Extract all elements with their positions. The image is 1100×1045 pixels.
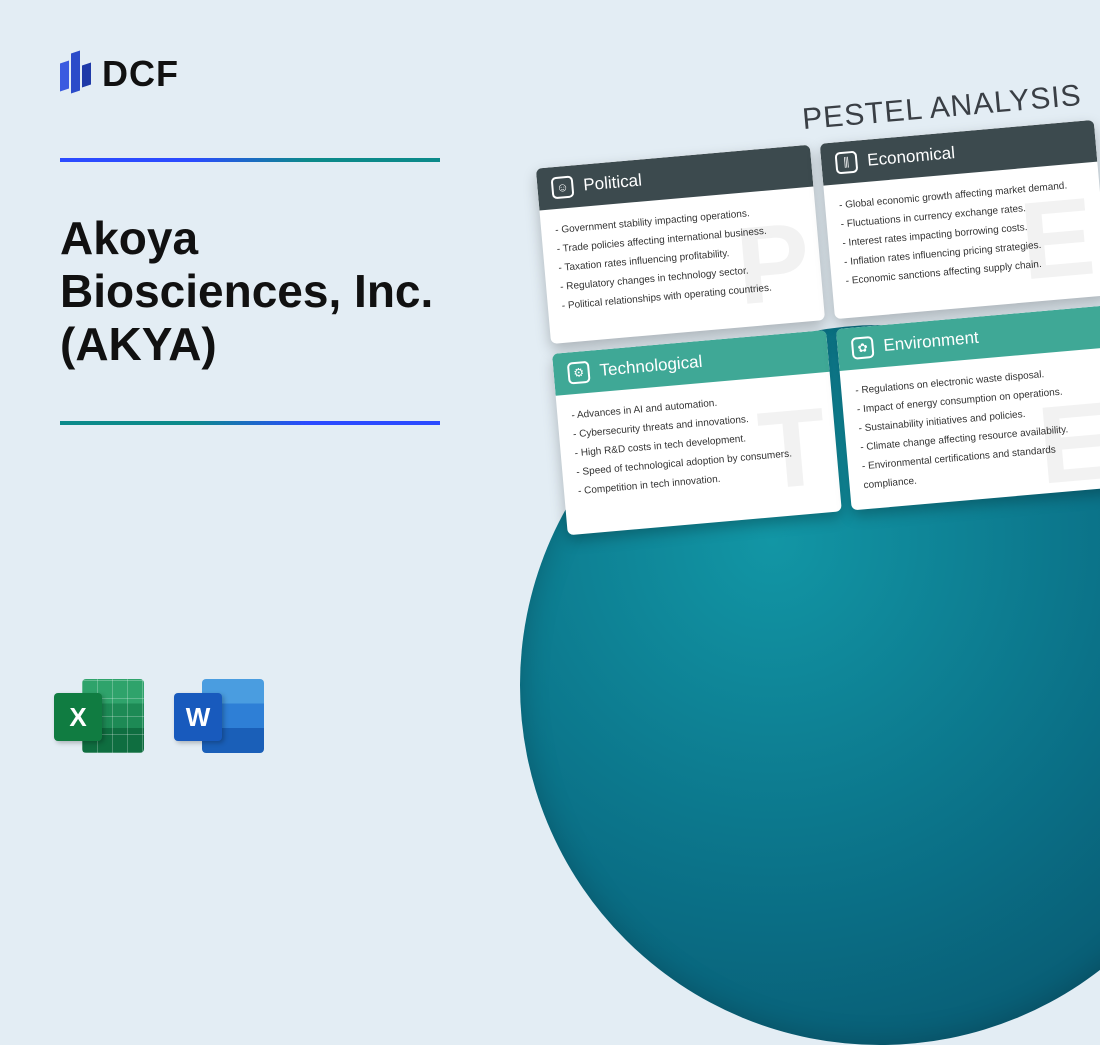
pestel-card-political: ☺ PoliticalP- Government stability impact… (536, 145, 825, 344)
card-title: Economical (866, 143, 955, 171)
excel-letter: X (54, 693, 102, 741)
logo-bars-icon (60, 50, 92, 98)
divider-bottom (60, 421, 440, 425)
pestel-panel: PESTEL ANALYSIS ☺PoliticalP- Government … (532, 78, 1100, 535)
economical-icon: ⫼ (835, 151, 859, 175)
card-body: T- Advances in AI and automation.- Cyber… (556, 372, 840, 517)
card-title: Technological (599, 352, 703, 381)
card-body: E- Regulations on electronic waste dispo… (840, 347, 1100, 510)
card-body: E- Global economic growth affecting mark… (823, 162, 1100, 307)
pestel-card-technological: ⚙ TechnologicalT- Advances in AI and auto… (552, 330, 842, 535)
card-body: P- Government stability impacting operat… (539, 187, 823, 332)
brand-logo: DCF (60, 50, 480, 98)
political-icon: ☺ (551, 175, 575, 199)
card-title: Political (583, 170, 643, 195)
pestel-card-environment: ✿ EnvironmentE- Regulations on electronic… (836, 305, 1100, 510)
technological-icon: ⚙ (567, 361, 591, 385)
pestel-cards-grid: ☺ PoliticalP- Government stability impact… (536, 120, 1100, 535)
app-icons-row: X W (54, 671, 264, 761)
pestel-card-economical: ⫼ EconomicalE- Global economic growth aff… (820, 120, 1100, 319)
divider-top (60, 158, 440, 162)
environment-icon: ✿ (851, 336, 875, 360)
left-panel: DCF Akoya Biosciences, Inc. (AKYA) (60, 50, 480, 425)
excel-icon[interactable]: X (54, 671, 144, 761)
brand-name: DCF (102, 53, 179, 95)
page-title: Akoya Biosciences, Inc. (AKYA) (60, 212, 480, 371)
word-icon[interactable]: W (174, 671, 264, 761)
word-letter: W (174, 693, 222, 741)
card-title: Environment (883, 328, 980, 356)
